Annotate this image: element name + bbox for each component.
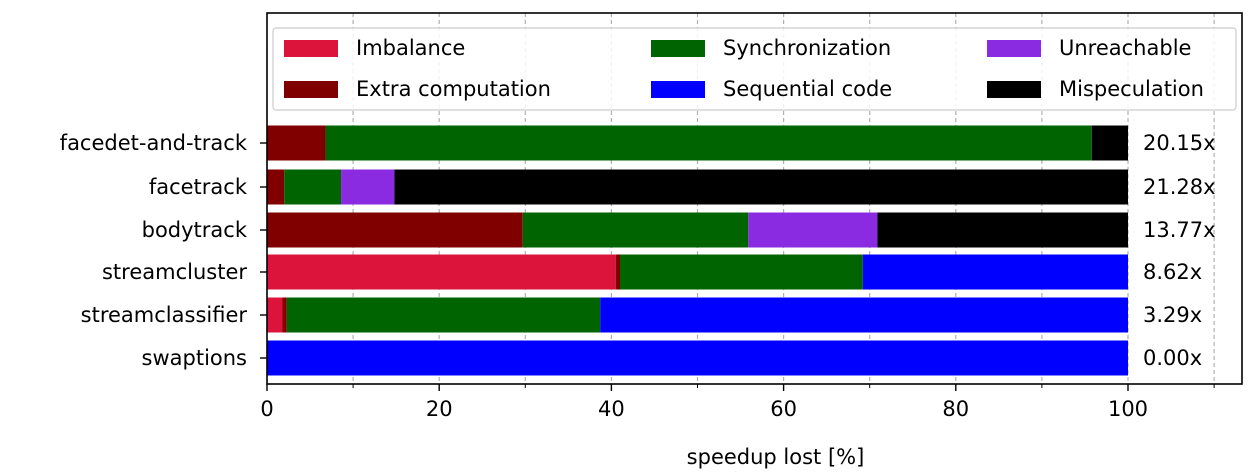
x-tick-label: 40 [598, 397, 625, 421]
speedup-label-facetrack: 21.28x [1143, 175, 1216, 199]
bar-facedet-and-track-extra-computation [267, 125, 326, 161]
x-axis-label: speedup lost [%] [687, 445, 865, 469]
y-tick-label-facetrack: facetrack [149, 175, 248, 199]
x-tick-label: 80 [942, 397, 969, 421]
y-tick-label-streamcluster: streamcluster [102, 260, 247, 284]
labels: 0 20 40 60 80 100 speedup lost [%] facedet-and-… [60, 131, 1216, 469]
bar-bodytrack-synchronization [522, 212, 749, 248]
speedup-label-streamcluster: 8.62x [1143, 260, 1202, 284]
bar-streamcluster-synchronization [620, 254, 863, 290]
axes [260, 12, 1243, 391]
bar-streamclassifier-sequential-code [600, 297, 1128, 333]
bar-facetrack-synchronization [284, 169, 342, 205]
legend-label-unreachable: Unreachable [1059, 36, 1191, 60]
bar-facedet-and-track-synchronization [325, 125, 1092, 161]
x-tick-label: 20 [426, 397, 453, 421]
bar-streamclassifier-imbalance [267, 297, 283, 333]
legend-label-extra-computation: Extra computation [356, 77, 551, 101]
bar-facetrack-unreachable [341, 169, 395, 205]
x-tick-label: 100 [1108, 397, 1148, 421]
bar-bodytrack-unreachable [748, 212, 878, 248]
bar-swaptions-sequential-code [267, 340, 1128, 376]
bar-facetrack-mispeculation [394, 169, 1129, 205]
legend-swatch-extra-computation [284, 81, 338, 98]
y-tick-label-swaptions: swaptions [142, 346, 247, 370]
legend-swatch-synchronization [651, 40, 705, 57]
y-tick-label-bodytrack: bodytrack [142, 218, 248, 242]
y-tick-label-facedet-and-track: facedet-and-track [60, 131, 248, 155]
bar-bodytrack-mispeculation [877, 212, 1128, 248]
legend-label-mispeculation: Mispeculation [1059, 77, 1204, 101]
legend-swatch-sequential-code [651, 81, 705, 98]
x-tick-label: 60 [770, 397, 797, 421]
bar-streamclassifier-extra-computation [282, 297, 287, 333]
bar-facetrack-extra-computation [267, 169, 285, 205]
legend-swatch-imbalance [284, 40, 338, 57]
bars [267, 125, 1129, 376]
bar-streamcluster-imbalance [267, 254, 616, 290]
bar-streamcluster-sequential-code [862, 254, 1128, 290]
x-tick-label: 0 [260, 397, 273, 421]
speedup-label-facedet-and-track: 20.15x [1143, 131, 1216, 155]
speedup-label-streamclassifier: 3.29x [1143, 303, 1202, 327]
bar-streamcluster-extra-computation [615, 254, 621, 290]
legend-label-synchronization: Synchronization [723, 36, 891, 60]
bar-bodytrack-extra-computation [267, 212, 523, 248]
speedup-label-bodytrack: 13.77x [1143, 218, 1216, 242]
speedup-label-swaptions: 0.00x [1143, 346, 1202, 370]
legend-swatch-unreachable [987, 40, 1041, 57]
bar-facedet-and-track-mispeculation [1091, 125, 1128, 161]
bar-streamclassifier-synchronization [286, 297, 601, 333]
legend-label-imbalance: Imbalance [356, 36, 465, 60]
y-tick-label-streamclassifier: streamclassifier [81, 303, 248, 327]
legend: Imbalance Synchronization Unreachable Extra… [272, 27, 1237, 111]
legend-label-sequential-code: Sequential code [723, 77, 892, 101]
plot-frame [266, 12, 1243, 385]
legend-swatch-mispeculation [987, 81, 1041, 98]
